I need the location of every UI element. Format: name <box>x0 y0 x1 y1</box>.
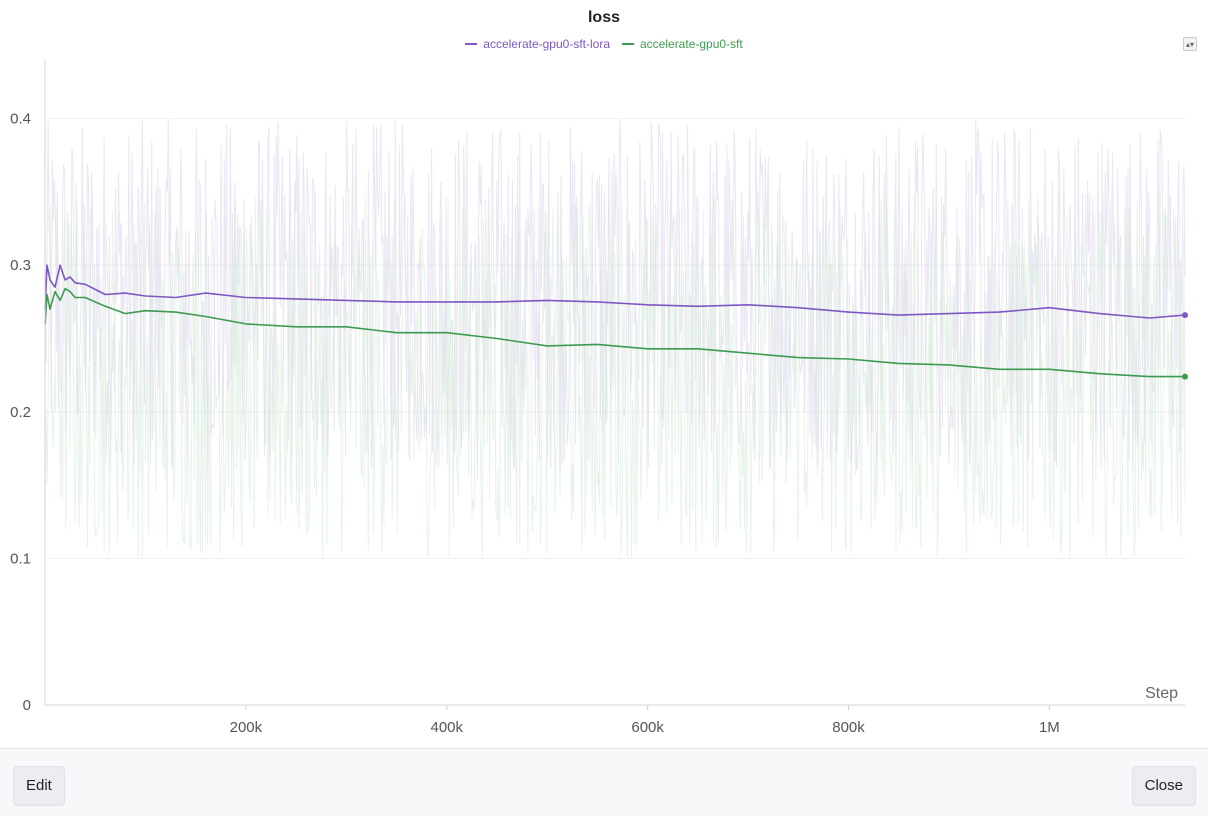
chart-panel: loss accelerate-gpu0-sft-lora accelerate… <box>0 9 1208 736</box>
raw-trace-sft <box>44 192 1186 559</box>
y-tick-label: 0.2 <box>10 404 31 421</box>
legend-item-sft[interactable]: accelerate-gpu0-sft <box>622 37 743 51</box>
y-tick-label: 0.3 <box>10 257 31 274</box>
y-tick-label: 0.1 <box>10 550 31 567</box>
y-tick-label: 0.4 <box>10 111 31 128</box>
legend-label-lora: accelerate-gpu0-sft-lora <box>483 37 610 51</box>
x-tick-label: 1M <box>1039 719 1060 736</box>
close-button[interactable]: Close <box>1131 766 1196 806</box>
x-tick-label: 400k <box>430 719 463 736</box>
x-tick-label: 800k <box>832 719 865 736</box>
y-tick-label: 0 <box>23 697 31 714</box>
legend-item-lora[interactable]: accelerate-gpu0-sft-lora <box>465 37 610 51</box>
series-line-sft <box>44 287 1185 378</box>
legend-swatch-lora <box>465 43 478 45</box>
sort-toggle-icon[interactable]: ▴▾ <box>1183 37 1197 51</box>
edit-button[interactable]: Edit <box>13 766 65 806</box>
loss-chart: 0 0.1 0.2 0.3 0.4 200k 400k 600k 800k 1M Step <box>10 60 1188 736</box>
series-endpoint-lora <box>1182 312 1188 319</box>
legend: accelerate-gpu0-sft-lora accelerate-gpu0… <box>0 37 1208 51</box>
legend-swatch-sft <box>622 43 634 45</box>
series-line-lora <box>44 264 1186 319</box>
x-axis-title: Step <box>1145 685 1178 702</box>
series-endpoint-sft <box>1182 373 1188 380</box>
x-tick-label: 600k <box>631 719 664 736</box>
x-tick-label: 200k <box>230 719 263 736</box>
footer-bar: Edit Close <box>0 748 1208 816</box>
chart-title: loss <box>587 9 620 26</box>
legend-label-sft: accelerate-gpu0-sft <box>640 37 743 51</box>
